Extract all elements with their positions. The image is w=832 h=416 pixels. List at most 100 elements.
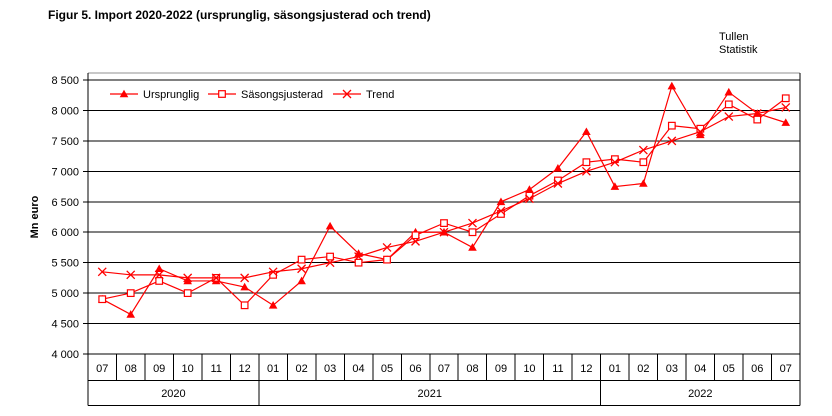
- y-tick-label: 8 500: [51, 75, 79, 87]
- chart-title: Figur 5. Import 2020-2022 (ursprunglig, …: [48, 8, 431, 22]
- data-point-säsongsjusterad: [639, 158, 648, 167]
- data-point-säsongsjusterad: [240, 301, 249, 310]
- data-point-säsongsjusterad: [753, 115, 762, 124]
- y-tick-label: 4 000: [51, 349, 79, 361]
- series-line-ursprunglig: [101, 84, 786, 316]
- data-point-trend: [724, 112, 734, 121]
- data-point-trend: [581, 166, 591, 176]
- data-point-trend: [297, 264, 307, 274]
- year-label: 2022: [688, 388, 712, 400]
- month-label: 06: [751, 363, 763, 375]
- data-point-säsongsjusterad: [468, 228, 477, 237]
- month-label: 01: [267, 363, 279, 375]
- legend-x-marker: [342, 89, 352, 99]
- publisher-watermark-line1: Tullen: [719, 31, 749, 43]
- month-label: 09: [153, 363, 165, 375]
- data-point-trend: [240, 273, 250, 283]
- data-point-trend: [382, 242, 392, 252]
- month-label: 08: [466, 363, 478, 375]
- data-point-trend: [752, 109, 762, 118]
- data-point-ursprunglig: [582, 127, 591, 136]
- data-point-trend: [553, 179, 563, 188]
- y-axis-title: Mn euro: [29, 195, 41, 238]
- y-tick-label: 7 500: [51, 136, 79, 148]
- data-point-säsongsjusterad: [354, 258, 363, 267]
- month-label: 03: [324, 363, 336, 375]
- data-point-trend: [183, 273, 193, 283]
- y-tick-label: 7 000: [51, 166, 79, 178]
- series-line-trend: [102, 106, 786, 279]
- month-label: 02: [295, 363, 307, 375]
- month-label: 11: [210, 363, 221, 375]
- y-tick-label: 8 000: [51, 105, 79, 117]
- data-point-trend: [268, 267, 278, 277]
- data-point-säsongsjusterad: [582, 158, 591, 167]
- data-point-trend: [610, 157, 620, 167]
- legend-square-marker: [218, 90, 226, 98]
- data-point-ursprunglig: [268, 300, 278, 309]
- data-point-ursprunglig: [468, 243, 477, 251]
- data-point-ursprunglig: [724, 87, 734, 96]
- data-point-ursprunglig: [667, 81, 677, 90]
- data-point-ursprunglig: [240, 282, 249, 291]
- data-point-trend: [638, 145, 648, 155]
- data-point-trend: [354, 252, 364, 262]
- month-label: 12: [239, 363, 251, 375]
- data-point-ursprunglig: [126, 310, 136, 318]
- month-label: 05: [723, 363, 735, 375]
- year-label: 2021: [418, 388, 442, 400]
- data-point-trend: [667, 136, 677, 146]
- legend-label: Ursprunglig: [143, 89, 199, 101]
- data-point-ursprunglig: [183, 276, 192, 285]
- data-point-ursprunglig: [553, 163, 563, 172]
- month-label: 02: [637, 363, 649, 375]
- data-point-trend: [97, 267, 107, 277]
- data-point-säsongsjusterad: [383, 255, 391, 264]
- data-point-trend: [524, 194, 534, 204]
- data-point-trend: [496, 206, 506, 216]
- data-point-trend: [439, 227, 449, 237]
- month-label: 06: [409, 363, 421, 375]
- data-point-säsongsjusterad: [326, 252, 334, 261]
- data-point-säsongsjusterad: [440, 219, 448, 227]
- legend-label: Trend: [366, 89, 394, 101]
- year-label: 2020: [161, 388, 185, 400]
- data-point-säsongsjusterad: [781, 94, 790, 103]
- month-label: 12: [580, 363, 592, 375]
- data-point-trend: [126, 270, 136, 280]
- publisher-watermark-line2: Statistik: [719, 44, 758, 56]
- data-point-ursprunglig: [496, 197, 506, 206]
- data-point-säsongsjusterad: [155, 277, 164, 285]
- y-tick-label: 6 500: [51, 197, 79, 209]
- month-label: 10: [182, 363, 194, 375]
- data-point-säsongsjusterad: [667, 121, 676, 130]
- data-point-ursprunglig: [297, 276, 306, 285]
- data-point-trend: [411, 236, 420, 246]
- data-point-trend: [154, 270, 164, 280]
- month-label: 10: [523, 363, 535, 375]
- month-label: 08: [125, 363, 137, 375]
- month-label: 04: [352, 363, 364, 375]
- month-label: 07: [96, 363, 108, 375]
- data-point-säsongsjusterad: [724, 100, 733, 109]
- y-tick-label: 4 500: [51, 319, 79, 331]
- data-point-ursprunglig: [610, 182, 620, 190]
- month-label: 09: [495, 363, 507, 375]
- y-tick-label: 5 500: [51, 258, 79, 270]
- data-point-ursprunglig: [325, 221, 335, 230]
- data-point-säsongsjusterad: [126, 289, 135, 298]
- data-point-trend: [211, 273, 221, 283]
- y-tick-label: 6 000: [51, 227, 79, 239]
- month-label: 01: [609, 363, 621, 375]
- month-label: 07: [438, 363, 450, 375]
- publisher-watermark: Tullen Statistik: [719, 31, 758, 57]
- month-label: 03: [666, 363, 678, 375]
- data-point-ursprunglig: [696, 130, 705, 139]
- data-point-ursprunglig: [781, 118, 791, 126]
- data-point-säsongsjusterad: [411, 231, 420, 240]
- month-label: 05: [381, 363, 393, 375]
- legend-label: Säsongsjusterad: [241, 89, 323, 101]
- data-point-ursprunglig: [525, 185, 534, 193]
